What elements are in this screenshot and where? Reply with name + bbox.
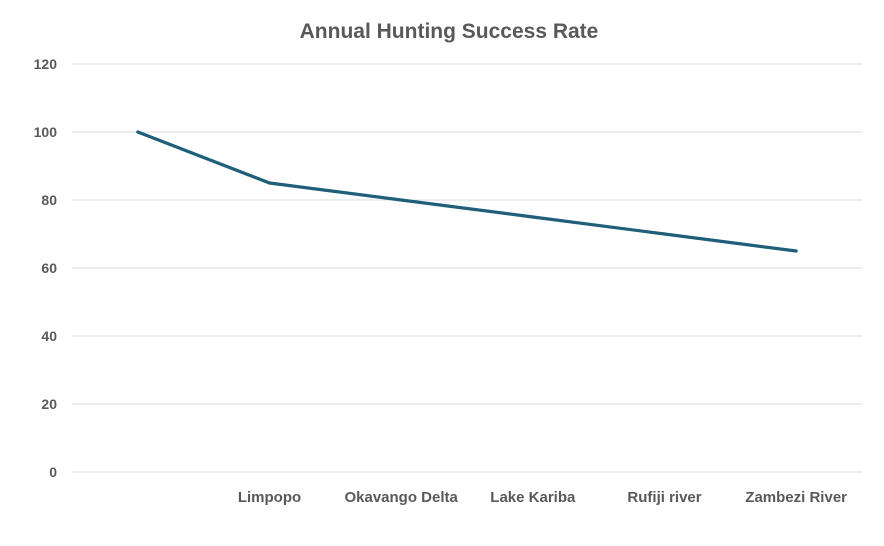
x-category-label: Okavango Delta <box>344 489 458 506</box>
data-point <box>399 198 403 202</box>
x-category-label: Limpopo <box>238 489 301 506</box>
y-tick-label: 0 <box>49 464 57 480</box>
data-point <box>531 215 535 219</box>
y-tick-label: 100 <box>34 124 58 140</box>
series-line <box>137 130 797 253</box>
x-category-label: Zambezi River <box>745 489 847 506</box>
data-point <box>662 232 667 236</box>
y-tick-label: 40 <box>41 328 57 344</box>
chart-title: Annual Hunting Success Rate <box>300 20 599 43</box>
y-tick-label: 120 <box>34 56 58 72</box>
y-tick-label: 60 <box>41 260 57 276</box>
y-tick-label: 80 <box>41 192 57 208</box>
data-point <box>794 249 798 253</box>
x-category-label: Rufiji river <box>627 489 701 506</box>
data-point <box>136 130 140 134</box>
y-tick-label: 20 <box>41 396 57 412</box>
data-point <box>267 181 272 185</box>
x-category-label: Lake Kariba <box>490 489 576 506</box>
